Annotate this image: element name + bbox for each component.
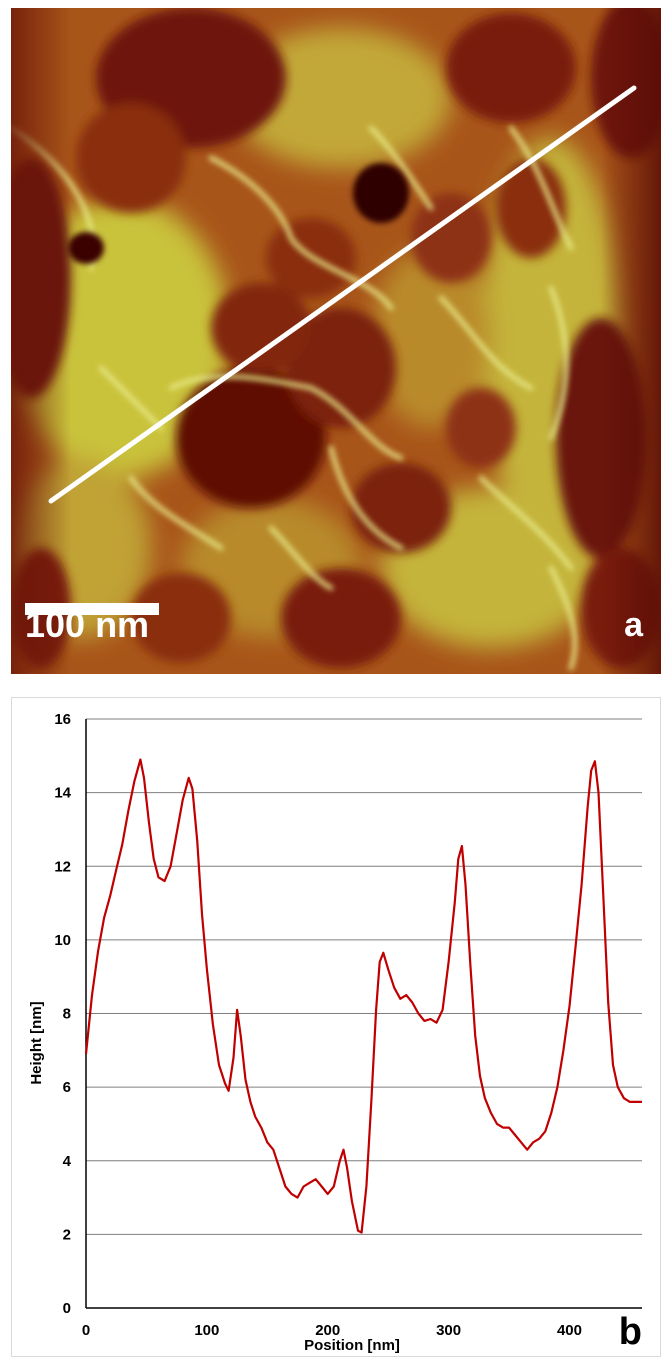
line-chart: 0 2 4 6 8 10 12 14 16 0 100 200 300 400 Position [nm]… [28, 711, 642, 1354]
y-tick-label: 6 [63, 1079, 71, 1096]
height-profile-chart: 0 2 4 6 8 10 12 14 16 0 100 200 300 400 Position [nm]… [11, 697, 661, 1357]
y-tick-label: 14 [54, 785, 71, 802]
y-tick-label: 8 [63, 1006, 71, 1023]
y-tick-label: 0 [63, 1300, 71, 1317]
height-profile-line [84, 758, 642, 1234]
scale-bar [25, 603, 159, 615]
panel-label-a: a [624, 606, 643, 644]
profile-line [48, 85, 637, 504]
series [84, 758, 642, 1234]
tick-labels: 0 2 4 6 8 10 12 14 16 0 100 200 300 400 [54, 711, 582, 1339]
x-tick-label: 0 [82, 1322, 90, 1339]
x-tick-label: 100 [194, 1322, 219, 1339]
axes [85, 719, 642, 1309]
panel-label-b: b [619, 1311, 642, 1353]
x-tick-label: 200 [315, 1322, 340, 1339]
scale-bar-label: 100 nm [25, 604, 150, 645]
x-tick-label: 400 [557, 1322, 582, 1339]
afm-height-image: 100 nm a [11, 8, 661, 674]
y-tick-label: 2 [63, 1226, 71, 1243]
y-tick-label: 4 [63, 1153, 72, 1170]
y-axis-title: Height [nm] [28, 1001, 45, 1084]
y-tick-label: 10 [54, 932, 71, 949]
grid-lines [86, 718, 642, 1235]
x-tick-label: 300 [436, 1322, 461, 1339]
afm-texture [11, 8, 661, 674]
x-axis-title: Position [nm] [304, 1337, 400, 1354]
y-tick-label: 16 [54, 711, 71, 728]
y-tick-label: 12 [54, 858, 71, 875]
